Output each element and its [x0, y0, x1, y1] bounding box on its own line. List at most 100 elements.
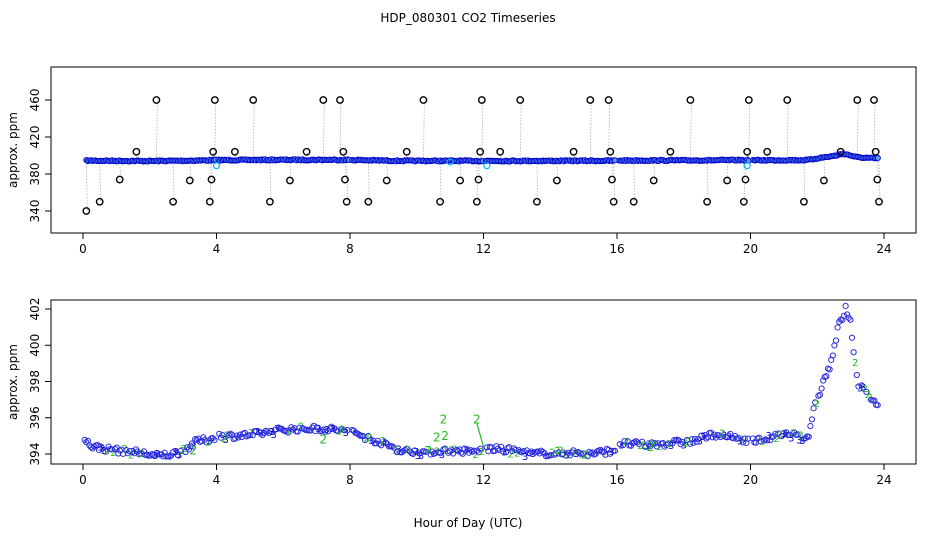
series-2-point: 2 — [641, 440, 647, 451]
series-1-point — [695, 435, 702, 443]
series-3-point: 3 — [725, 431, 731, 442]
series-3-point: 3 — [721, 431, 727, 442]
y-tick-label: 400 — [28, 334, 42, 357]
top-plot-axes: 0 4 8 12 16 20 24 340 380 420 460 — [28, 89, 892, 256]
series-1-point — [816, 391, 824, 398]
series-2-annotation: 2 — [647, 440, 655, 454]
x-tick-label: 20 — [743, 473, 758, 487]
series-3-point: 3 — [697, 436, 703, 447]
series-2-point: 2 — [392, 445, 398, 456]
highlight-point — [212, 162, 221, 170]
series-3-point: 3 — [501, 447, 507, 458]
series-2-point: 2 — [367, 433, 373, 444]
y-tick-label: 402 — [28, 298, 42, 321]
outlier-connector — [156, 99, 158, 161]
series-1-point — [475, 449, 482, 456]
series-2-point: 2 — [248, 428, 254, 439]
outlier-point — [339, 147, 348, 156]
outlier-point — [800, 197, 808, 206]
outlier-point — [185, 176, 194, 185]
series-1-point — [847, 316, 854, 323]
series-1-point — [848, 334, 856, 341]
series-1-point — [310, 422, 317, 429]
outlier-point — [739, 197, 748, 206]
x-tick-label: 16 — [609, 473, 624, 487]
series-1-point — [772, 431, 779, 438]
series-1-point — [850, 349, 857, 356]
series-1-point — [259, 431, 266, 439]
outlier-point — [553, 176, 561, 185]
outlier-point — [152, 96, 161, 104]
outlier-connector — [386, 160, 389, 181]
outlier-point — [336, 96, 344, 104]
series-3-point: 3 — [258, 428, 264, 439]
series-1-point — [185, 446, 192, 453]
series-3-point: 3 — [206, 437, 212, 448]
outlier-connector — [85, 160, 88, 212]
series-1-point — [496, 446, 503, 454]
series-1-point — [863, 388, 870, 396]
series-1-point — [474, 447, 481, 454]
series-3-point: 3 — [857, 383, 863, 394]
x-tick-label: 24 — [876, 473, 891, 487]
series-3-point: 3 — [766, 431, 772, 442]
series-1-point — [188, 440, 196, 447]
y-tick-label: 460 — [28, 89, 42, 112]
series-1-point — [283, 427, 290, 434]
series-2-point: 2 — [426, 445, 432, 456]
series-1-point — [264, 428, 271, 435]
series-2-point: 2 — [128, 451, 134, 462]
series-1-point — [874, 402, 881, 409]
x-axis-label: Hour of Day (UTC) — [414, 516, 523, 530]
outlier-point — [763, 147, 772, 156]
outlier-point — [205, 197, 214, 206]
series-1-point — [831, 342, 838, 349]
series-1-point — [461, 445, 468, 452]
series-1-point — [390, 444, 397, 451]
x-tick-label: 20 — [743, 242, 758, 256]
series-2-point: 2 — [581, 450, 587, 461]
series-2-point: 2 — [444, 446, 450, 457]
outlier-point — [686, 96, 695, 104]
outlier-point — [873, 175, 882, 184]
series-1-point — [442, 445, 449, 452]
series-1-point — [579, 450, 586, 457]
series-1-point — [756, 434, 763, 441]
outlier-connector — [706, 160, 709, 202]
series-1-point — [842, 302, 849, 310]
series-1-point — [576, 450, 583, 457]
series-2-point: 2 — [336, 427, 342, 438]
series-1-point — [834, 324, 841, 331]
outlier-point — [319, 96, 328, 104]
outlier-connector — [423, 99, 425, 161]
y-tick-label: 396 — [28, 406, 42, 429]
series-1-point — [409, 450, 417, 458]
series-1-point — [853, 371, 860, 379]
outlier-point — [608, 175, 616, 184]
outlier-point — [604, 96, 613, 104]
series-3-point: 3 — [418, 451, 424, 462]
series-2-point: 2 — [814, 399, 820, 410]
x-tick-label: 12 — [476, 242, 491, 256]
outlier-point — [115, 175, 124, 184]
series-3-point: 3 — [98, 442, 104, 453]
series-3-point: 3 — [152, 451, 158, 462]
series-2-point: 2 — [685, 437, 691, 448]
outlier-point — [286, 176, 294, 185]
outlier-point — [476, 147, 485, 156]
series-3-point: 3 — [522, 452, 528, 463]
series-1-point — [558, 451, 566, 458]
series-3-point: 3 — [564, 450, 570, 461]
series-1-point — [102, 448, 109, 455]
outlier-point — [436, 197, 445, 206]
series-2-point: 2 — [557, 446, 563, 457]
outlier-point — [666, 147, 675, 156]
outlier-point — [210, 96, 219, 104]
series-3-point: 3 — [668, 441, 674, 452]
x-tick-label: 4 — [213, 242, 221, 256]
series-1-point — [494, 445, 502, 452]
outlier-point — [472, 197, 481, 206]
series-2-annotation: 2 — [189, 443, 197, 457]
series-3-point: 3 — [99, 444, 105, 455]
series-2-point: 2 — [122, 444, 128, 455]
